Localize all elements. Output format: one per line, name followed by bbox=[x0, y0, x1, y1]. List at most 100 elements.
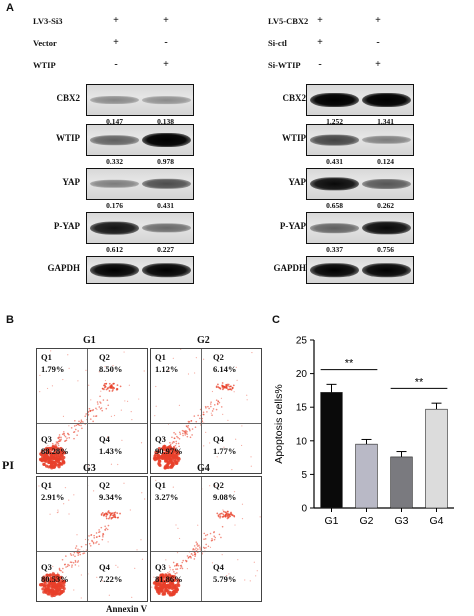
facs-event-dot bbox=[222, 510, 225, 513]
facs-event-dot bbox=[52, 583, 56, 587]
facs-event-dot bbox=[205, 543, 207, 546]
facs-event-dot bbox=[158, 456, 162, 460]
facs-event-dot bbox=[59, 439, 62, 442]
facs-event-dot bbox=[169, 569, 172, 571]
facs-event-dot bbox=[161, 579, 165, 583]
facs-event-dot bbox=[71, 566, 73, 568]
facs-event-dot bbox=[43, 581, 47, 585]
facs-event-dot bbox=[169, 566, 171, 569]
facs-event-dot bbox=[203, 445, 205, 447]
facs-quadrant-label: Q2 bbox=[213, 480, 224, 490]
facs-event-dot bbox=[104, 385, 107, 388]
facs-event-dot bbox=[176, 572, 178, 574]
facs-event-dot bbox=[80, 545, 83, 548]
facs-quadrant-label: Q4 bbox=[99, 562, 110, 572]
facs-event-dot bbox=[116, 512, 119, 514]
facs-event-dot bbox=[192, 548, 195, 550]
significance-label: ** bbox=[345, 358, 354, 370]
facs-event-dot bbox=[92, 420, 94, 423]
facs-event-dot bbox=[40, 451, 42, 453]
facs-event-dot bbox=[56, 511, 59, 514]
right-blot-yap bbox=[306, 168, 414, 200]
right-condition-label: LV5-CBX2 bbox=[268, 16, 309, 26]
facs-event-dot bbox=[213, 535, 215, 538]
facs-quadrant-percent: 88.28% bbox=[41, 446, 69, 456]
facs-event-dot bbox=[95, 407, 97, 410]
facs-event-dot bbox=[234, 524, 236, 526]
facs-event-dot bbox=[65, 555, 67, 557]
facs-event-dot bbox=[57, 440, 60, 443]
facs-dot-cloud bbox=[151, 479, 261, 597]
facs-event-dot bbox=[191, 434, 193, 436]
facs-event-dot bbox=[169, 465, 173, 469]
facs-quadrant-label: Q2 bbox=[213, 352, 224, 362]
facs-event-dot bbox=[39, 452, 43, 456]
facs-event-dot bbox=[60, 438, 62, 441]
facs-quadrant-percent: 80.53% bbox=[41, 574, 69, 584]
left-condition-label: Vector bbox=[33, 38, 57, 48]
facs-event-dot bbox=[105, 407, 108, 410]
facs-event-dot bbox=[78, 551, 80, 554]
facs-event-dot bbox=[111, 512, 114, 515]
facs-event-dot bbox=[53, 579, 55, 581]
facs-event-dot bbox=[108, 386, 111, 389]
facs-event-dot bbox=[73, 494, 75, 496]
facs-event-dot bbox=[246, 399, 248, 401]
facs-event-dot bbox=[59, 583, 63, 587]
facs-event-dot bbox=[83, 552, 86, 554]
facs-event-dot bbox=[168, 565, 170, 567]
facs-event-dot bbox=[49, 577, 52, 579]
right-condition-label: Si-ctl bbox=[268, 38, 287, 48]
facs-event-dot bbox=[227, 513, 230, 516]
facs-event-dot bbox=[73, 551, 76, 554]
facs-event-dot bbox=[53, 573, 56, 576]
facs-event-dot bbox=[185, 425, 188, 427]
right-blot-quant-value: 0.431 bbox=[326, 157, 344, 166]
facs-event-dot bbox=[98, 535, 101, 538]
panel-a-letter: A bbox=[6, 2, 14, 14]
facs-event-dot bbox=[187, 420, 190, 423]
facs-event-dot bbox=[217, 386, 220, 388]
facs-event-dot bbox=[196, 542, 199, 545]
facs-event-dot bbox=[62, 415, 65, 417]
facs-event-dot bbox=[82, 552, 84, 555]
facs-event-dot bbox=[77, 560, 80, 562]
facs-event-dot bbox=[169, 443, 172, 446]
facs-event-dot bbox=[173, 431, 175, 434]
facs-event-dot bbox=[100, 407, 103, 409]
facs-event-dot bbox=[84, 538, 87, 541]
facs-quadrant-percent: 1.43% bbox=[99, 446, 123, 456]
facs-event-dot bbox=[49, 584, 53, 588]
facs-event-dot bbox=[46, 588, 51, 592]
facs-event-dot bbox=[57, 442, 60, 445]
facs-event-dot bbox=[93, 534, 95, 537]
facs-plot-title: G4 bbox=[197, 463, 210, 474]
facs-event-dot bbox=[45, 451, 50, 455]
x-tick-label: G2 bbox=[359, 515, 373, 527]
facs-event-dot bbox=[174, 577, 177, 579]
facs-event-dot bbox=[217, 354, 219, 356]
facs-event-dot bbox=[182, 434, 184, 437]
facs-event-dot bbox=[58, 567, 61, 570]
facs-event-dot bbox=[176, 435, 178, 438]
facs-event-dot bbox=[58, 462, 62, 466]
facs-event-dot bbox=[170, 461, 174, 465]
facs-event-dot bbox=[203, 358, 205, 360]
facs-event-dot bbox=[45, 454, 49, 458]
facs-event-dot bbox=[204, 534, 207, 537]
facs-gate-vertical-line bbox=[87, 477, 88, 601]
facs-event-dot bbox=[79, 553, 82, 556]
facs-event-dot bbox=[102, 535, 104, 538]
facs-event-dot bbox=[87, 410, 90, 413]
facs-event-dot bbox=[64, 440, 67, 442]
facs-event-dot bbox=[168, 582, 172, 587]
facs-event-dot bbox=[165, 559, 167, 561]
facs-event-dot bbox=[202, 546, 205, 549]
facs-event-dot bbox=[214, 536, 217, 539]
facs-event-dot bbox=[174, 433, 177, 435]
apoptosis-bar-chart: 0 5 10 15 20 25 Apoptosis cells% G1 G2 G3 G4 ** ** bbox=[273, 336, 454, 527]
facs-event-dot bbox=[213, 404, 216, 406]
facs-event-dot bbox=[231, 469, 233, 471]
facs-event-dot bbox=[213, 531, 215, 533]
facs-event-dot bbox=[180, 564, 183, 567]
